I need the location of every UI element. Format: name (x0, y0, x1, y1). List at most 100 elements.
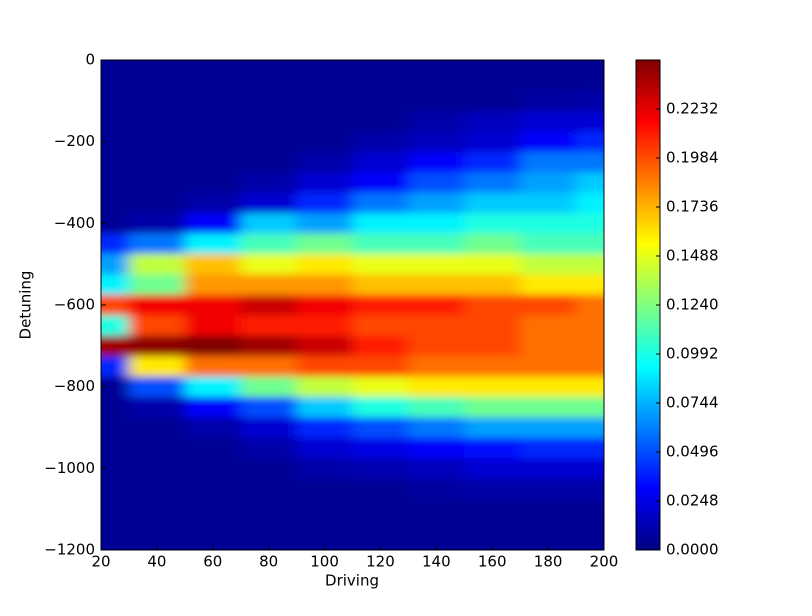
heatmap-cell (408, 335, 465, 357)
heatmap-cell (128, 274, 186, 296)
heatmap-cell (240, 294, 298, 316)
heatmap-cell (464, 458, 521, 480)
heatmap-cell (101, 478, 130, 500)
heatmap-cell (101, 253, 130, 275)
heatmap-cell (576, 233, 604, 255)
heatmap-cell (128, 213, 186, 235)
y-tick-label: −1000 (44, 459, 95, 477)
heatmap-cell (101, 294, 130, 316)
heatmap-cell (240, 192, 298, 214)
colorbar-tick-label: 0.0744 (666, 394, 719, 412)
x-tick-label: 20 (91, 553, 110, 571)
heatmap-cell (408, 172, 465, 194)
heatmap-cell (408, 478, 465, 500)
heatmap-cell (408, 253, 465, 275)
heatmap-cell (128, 294, 186, 316)
heatmap-cell (184, 131, 242, 153)
heatmap-cell (101, 315, 130, 337)
heatmap-cell (408, 539, 465, 550)
heatmap-cell (240, 335, 298, 357)
heatmap-cell (240, 274, 298, 296)
heatmap-cell (352, 172, 409, 194)
heatmap-cell (128, 172, 186, 194)
heatmap-cell (101, 192, 130, 214)
heatmap-cell (101, 437, 130, 459)
y-tick-label: −200 (54, 132, 95, 150)
heatmap-cell (101, 458, 130, 480)
heatmap-cell (408, 417, 465, 439)
heatmap-cell (240, 498, 298, 520)
heatmap-cell (240, 458, 298, 480)
heatmap-cell (408, 498, 465, 520)
heatmap-cell (408, 356, 465, 377)
heatmap-cell (184, 376, 242, 398)
heatmap-cell (128, 131, 186, 153)
heatmap-cell (352, 437, 409, 459)
heatmap-cell (520, 274, 577, 296)
heatmap-cell (128, 437, 186, 459)
heatmap-cell (101, 233, 130, 255)
heatmap-cell (296, 213, 353, 235)
heatmap-cell (240, 172, 298, 194)
heatmap-cell (128, 151, 186, 173)
heatmap-cell (101, 90, 130, 112)
heatmap-cell (520, 151, 577, 173)
heatmap-cell (352, 131, 409, 153)
heatmap-cell (184, 315, 242, 337)
heatmap-cell (352, 519, 409, 541)
heatmap-cell (408, 233, 465, 255)
heatmap-cell (240, 253, 298, 275)
heatmap-cell (352, 192, 409, 214)
heatmap-cell (352, 60, 409, 71)
heatmap-cell (128, 417, 186, 439)
heatmap-cell (101, 356, 130, 377)
heatmap-cell (464, 131, 521, 153)
heatmap-cell (240, 111, 298, 132)
heatmap-cell (408, 60, 465, 71)
heatmap-cell (352, 498, 409, 520)
heatmap-cell (576, 376, 604, 398)
heatmap-cell (296, 111, 353, 132)
y-tick-label: −800 (54, 377, 95, 395)
heatmap-cell (240, 376, 298, 398)
heatmap-cell (352, 274, 409, 296)
heatmap-cell (576, 315, 604, 337)
heatmap-cell (352, 356, 409, 377)
heatmap-cell (464, 253, 521, 275)
heatmap-cell (520, 437, 577, 459)
heatmap-cell (576, 70, 604, 92)
heatmap-cell (576, 213, 604, 235)
heatmap-cell (576, 335, 604, 357)
heatmap-cell (464, 437, 521, 459)
heatmap-cell (101, 172, 130, 194)
heatmap-cell (520, 172, 577, 194)
heatmap-cell (408, 131, 465, 153)
heatmap-cell (408, 519, 465, 541)
heatmap-cell (128, 376, 186, 398)
heatmap-cell (296, 151, 353, 173)
colorbar-tick-label: 0.0992 (666, 345, 719, 363)
heatmap-cell (576, 519, 604, 541)
heatmap-cell (296, 376, 353, 398)
heatmap-cell (520, 519, 577, 541)
heatmap-cell (101, 111, 130, 132)
heatmap-cell (296, 70, 353, 92)
heatmap-cell (101, 519, 130, 541)
heatmap-cell (464, 213, 521, 235)
heatmap-cell (101, 376, 130, 398)
heatmap-cell (464, 539, 521, 550)
heatmap-cell (352, 213, 409, 235)
heatmap-cell (408, 315, 465, 337)
heatmap-cell (240, 478, 298, 500)
heatmap-cell (101, 417, 130, 439)
heatmap-cell (128, 335, 186, 357)
colorbar-tick-label: 0.1488 (666, 247, 719, 265)
heatmap-cell (352, 335, 409, 357)
colorbar-tick-label: 0.2232 (666, 100, 719, 118)
heatmap-cell (184, 294, 242, 316)
heatmap-cell (576, 274, 604, 296)
heatmap-cell (240, 539, 298, 550)
x-tick-label: 160 (478, 553, 507, 571)
heatmap-cell (101, 151, 130, 173)
heatmap-cell (296, 315, 353, 337)
